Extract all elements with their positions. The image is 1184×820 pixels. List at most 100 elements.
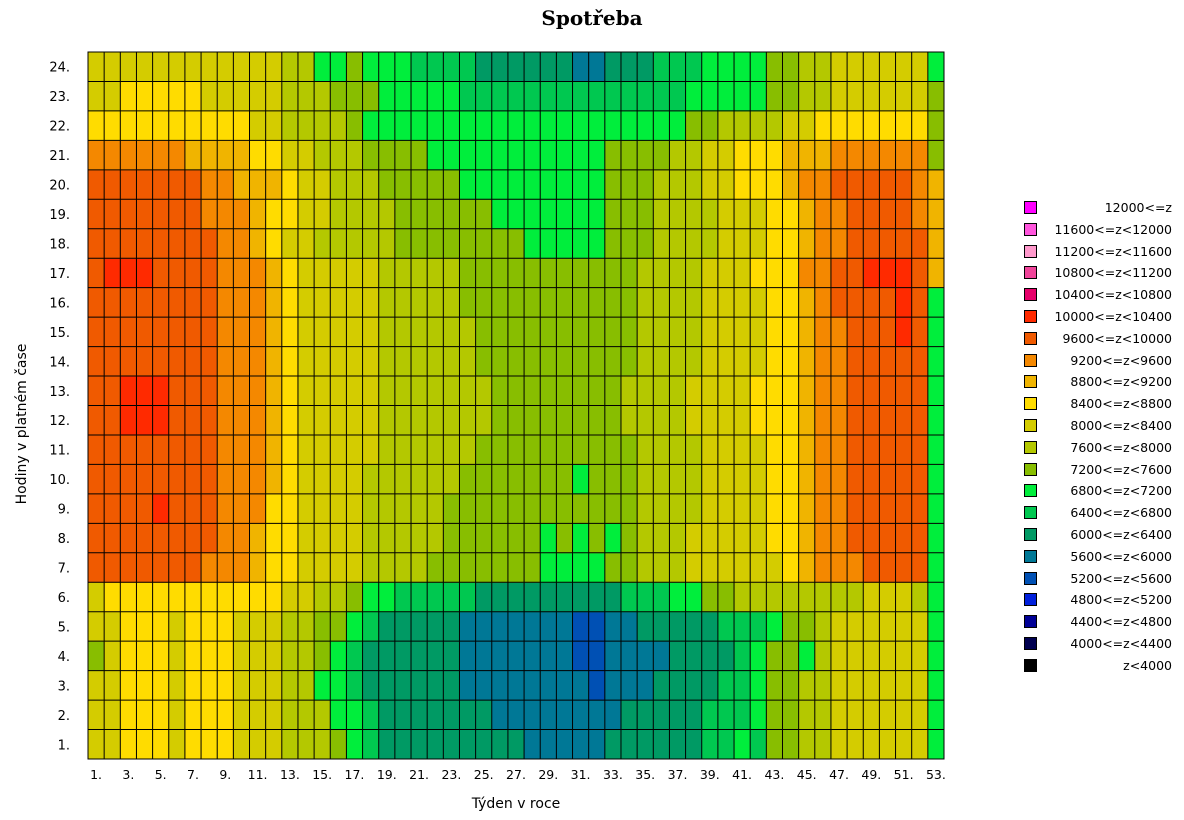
- x-tick-label: 27.: [506, 767, 526, 782]
- heatmap-cell: [314, 670, 331, 701]
- heatmap-cell: [184, 228, 202, 259]
- heatmap-cell: [927, 287, 945, 318]
- heatmap-cell: [330, 729, 347, 760]
- heatmap-cell: [540, 464, 557, 495]
- heatmap-cell: [814, 228, 832, 259]
- legend-swatch: [1024, 353, 1037, 367]
- heatmap-cell: [184, 670, 202, 701]
- heatmap-cell: [249, 140, 267, 171]
- heatmap-cell: [88, 258, 105, 289]
- heatmap-cell: [201, 346, 218, 377]
- heatmap-cell: [136, 582, 154, 613]
- heatmap-cell: [88, 169, 105, 200]
- heatmap-cell: [491, 582, 509, 613]
- heatmap-cell: [475, 287, 493, 318]
- heatmap-cell: [685, 258, 703, 289]
- heatmap-cell: [152, 376, 170, 406]
- heatmap-cell: [427, 729, 444, 760]
- heatmap-cell: [911, 670, 929, 701]
- heatmap-cell: [362, 611, 380, 642]
- heatmap-cell: [717, 81, 735, 112]
- heatmap-cell: [297, 464, 315, 495]
- heatmap-cell: [879, 199, 897, 230]
- heatmap-cell: [572, 140, 590, 171]
- heatmap-cell: [394, 199, 412, 230]
- heatmap-cell: [297, 493, 315, 524]
- heatmap-cells: [88, 52, 945, 760]
- heatmap-cell: [734, 287, 751, 318]
- heatmap-cell: [394, 110, 412, 141]
- heatmap-cell: [556, 140, 574, 171]
- legend-label: 7200<=z<7600: [1070, 461, 1172, 477]
- heatmap-cell: [217, 700, 234, 731]
- heatmap-cell: [346, 552, 364, 583]
- heatmap-cell: [394, 405, 412, 436]
- heatmap-cell: [620, 228, 638, 259]
- heatmap-cell: [750, 700, 767, 731]
- heatmap-cell: [669, 582, 687, 613]
- heatmap-cell: [201, 552, 218, 583]
- heatmap-cell: [362, 523, 380, 554]
- heatmap-cell: [556, 258, 574, 289]
- heatmap-cell: [427, 552, 444, 583]
- heatmap-cell: [847, 464, 864, 495]
- heatmap-cell: [685, 464, 703, 495]
- legend-swatch: [1024, 375, 1037, 389]
- heatmap-cell: [378, 169, 396, 200]
- heatmap-cell: [120, 729, 137, 760]
- heatmap-cell: [475, 552, 493, 583]
- heatmap-cell: [798, 199, 816, 230]
- y-tick-label: 4.: [58, 650, 70, 665]
- heatmap-cell: [911, 52, 929, 82]
- heatmap-cell: [847, 110, 864, 141]
- heatmap-cell: [750, 169, 767, 200]
- heatmap-cell: [524, 169, 541, 200]
- heatmap-cell: [233, 169, 251, 200]
- heatmap-cell: [830, 493, 848, 524]
- heatmap-cell: [507, 376, 525, 406]
- heatmap-cell: [168, 552, 186, 583]
- heatmap-cell: [750, 317, 767, 348]
- heatmap-cell: [750, 376, 767, 406]
- heatmap-cell: [120, 464, 137, 495]
- heatmap-cell: [249, 228, 267, 259]
- legend-swatch: [1024, 549, 1037, 563]
- heatmap-cell: [459, 81, 477, 112]
- heatmap-cell: [717, 287, 735, 318]
- heatmap-cell: [411, 582, 428, 613]
- heatmap-cell: [217, 228, 234, 259]
- heatmap-cell: [297, 641, 315, 672]
- heatmap-cell: [104, 464, 121, 495]
- heatmap-cell: [604, 405, 622, 436]
- heatmap-cell: [524, 317, 541, 348]
- heatmap-cell: [249, 582, 267, 613]
- heatmap-cell: [378, 405, 396, 436]
- heatmap-cell: [297, 700, 315, 731]
- heatmap-cell: [281, 81, 299, 112]
- y-tick-label: 18.: [49, 237, 70, 252]
- heatmap-cell: [734, 258, 751, 289]
- heatmap-cell: [120, 641, 137, 672]
- heatmap-cell: [524, 52, 541, 82]
- heatmap-cell: [879, 464, 897, 495]
- heatmap-cell: [540, 523, 557, 554]
- heatmap-cell: [540, 317, 557, 348]
- heatmap-cell: [766, 52, 783, 82]
- heatmap-cell: [249, 110, 267, 141]
- heatmap-cell: [653, 376, 670, 406]
- heatmap-cell: [556, 199, 574, 230]
- x-tick-label: 1.: [90, 767, 102, 782]
- heatmap-cell: [394, 81, 412, 112]
- heatmap-cell: [136, 523, 154, 554]
- heatmap-cell: [184, 405, 202, 436]
- y-tick-label: 21.: [49, 149, 70, 164]
- heatmap-cell: [895, 228, 913, 259]
- heatmap-cell: [766, 729, 783, 760]
- heatmap-cell: [556, 110, 574, 141]
- heatmap-cell: [782, 729, 800, 760]
- heatmap-cell: [524, 346, 541, 377]
- heatmap-cell: [701, 464, 719, 495]
- heatmap-cell: [443, 434, 460, 465]
- heatmap-cell: [475, 376, 493, 406]
- heatmap-cell: [895, 405, 913, 436]
